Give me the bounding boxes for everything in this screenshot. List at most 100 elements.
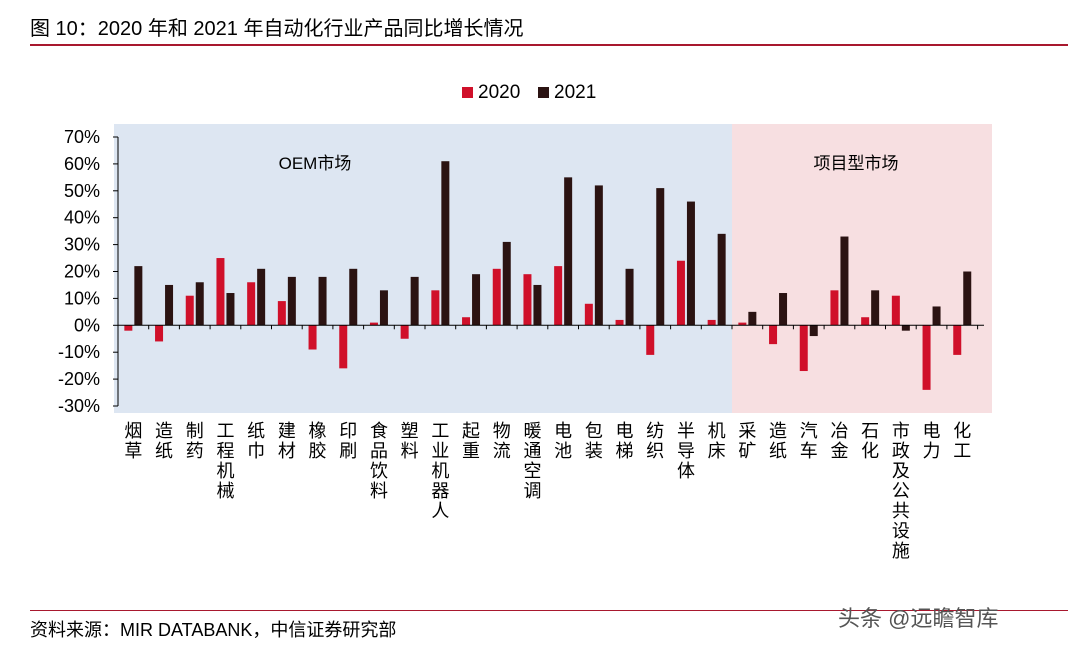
x-tick-label: 电力 [922, 421, 941, 461]
chart: OEM市场 项目型市场 70% 60% 50% 40% 30% 20% 10% 0% -10% -20… [58, 82, 992, 416]
bar-2020-纸巾 [247, 282, 256, 326]
bar-2020-机床 [707, 319, 716, 326]
bar-2020-电池 [554, 266, 563, 326]
source-note: 资料来源：MIR DATABANK，中信证券研究部 [30, 620, 397, 640]
y-tick-label: 40% [64, 208, 100, 228]
region-label: 项目型市场 [814, 154, 899, 173]
x-tick-label: 塑料 [400, 421, 419, 461]
x-tick-label: 机床 [707, 421, 726, 461]
x-tick-label: 纸巾 [247, 421, 266, 461]
bar-2021-石化 [871, 290, 880, 326]
bar-2020-汽车 [799, 325, 808, 372]
y-tick-label: 10% [64, 288, 100, 308]
bar-2021-暖通空调 [533, 284, 542, 326]
bar-2020-烟草 [124, 325, 133, 331]
x-tick-label: 制药 [185, 421, 204, 461]
x-tick-label: 工业机器人 [431, 421, 450, 521]
x-tick-label: 印刷 [339, 421, 358, 461]
bar-2021-采矿 [748, 311, 757, 326]
x-tick-label: 半导体 [676, 421, 695, 481]
bar-2021-化工 [963, 271, 972, 326]
bar-2020-建材 [277, 301, 286, 326]
bar-2020-纺织 [646, 325, 655, 355]
bar-2020-化工 [953, 325, 962, 355]
x-tick-label: 电梯 [615, 421, 634, 461]
x-tick-label: 建材 [277, 421, 296, 461]
x-tick-label: 暖通空调 [523, 421, 542, 501]
bar-2021-塑料 [410, 276, 419, 326]
bar-2020-电梯 [615, 319, 624, 326]
y-tick-label: -30% [58, 396, 100, 416]
bar-2020-造纸 [155, 325, 164, 342]
bar-2020-包装 [584, 303, 593, 326]
y-tick-label: 30% [64, 235, 100, 255]
bar-2020-造纸 [769, 325, 778, 345]
y-tick-label: 0% [74, 315, 100, 335]
bar-2021-纺织 [656, 188, 665, 326]
bar-2021-制药 [195, 282, 204, 326]
bar-2020-采矿 [738, 322, 747, 326]
bar-2021-工业机器人 [441, 161, 450, 326]
bar-2020-塑料 [400, 325, 409, 339]
x-tick-label: 工程机械 [216, 421, 235, 501]
bar-2020-工程机械 [216, 258, 225, 326]
bar-2021-起重 [472, 274, 481, 326]
bar-2021-汽车 [809, 325, 818, 337]
region-background [114, 124, 732, 413]
y-tick-label: -10% [58, 342, 100, 362]
bar-2020-印刷 [339, 325, 348, 369]
bar-2021-工程机械 [226, 293, 235, 326]
x-tick-label: 物流 [492, 421, 511, 461]
bar-2021-市政及公共设施 [901, 325, 910, 331]
y-tick-label: -20% [58, 369, 100, 389]
y-tick-label: 20% [64, 262, 100, 282]
bar-2020-橡胶 [308, 325, 317, 350]
bar-2021-机床 [717, 233, 726, 326]
bar-2020-市政及公共设施 [891, 295, 900, 326]
x-tick-label: 电池 [554, 421, 573, 461]
x-tick-label: 石化 [861, 421, 880, 461]
bar-2021-印刷 [349, 268, 358, 326]
x-tick-label: 包装 [584, 421, 603, 461]
bar-2020-电力 [922, 325, 931, 390]
bar-2021-电力 [932, 306, 941, 326]
bar-2020-物流 [492, 268, 501, 326]
title-rule [30, 44, 1068, 46]
bar-2021-电池 [564, 177, 573, 326]
x-tick-label: 市政及公共设施 [891, 421, 910, 561]
y-tick-label: 70% [64, 127, 100, 147]
bar-2020-起重 [462, 317, 471, 326]
bar-2020-半导体 [676, 260, 685, 326]
x-tick-label: 造纸 [155, 421, 174, 461]
legend-label-2021: 2021 [554, 82, 596, 103]
x-tick-label: 烟草 [124, 421, 143, 461]
bar-2021-冶金 [840, 236, 849, 326]
legend-swatch-2020 [462, 87, 473, 98]
x-tick-label: 纺织 [646, 421, 665, 461]
legend-label-2020: 2020 [478, 82, 520, 103]
bar-2020-暖通空调 [523, 274, 532, 326]
bar-2021-半导体 [686, 201, 695, 326]
x-tick-label: 橡胶 [308, 421, 327, 461]
y-tick-label: 50% [64, 181, 100, 201]
y-tick-label: 60% [64, 154, 100, 174]
bar-2021-食品饮料 [379, 290, 388, 326]
x-tick-label: 汽车 [799, 421, 818, 461]
watermark: 头条 @远瞻智库 [838, 606, 999, 631]
x-tick-label: 采矿 [738, 421, 757, 461]
bar-2021-烟草 [134, 266, 143, 326]
x-tick-label: 冶金 [830, 421, 849, 461]
legend-swatch-2021 [538, 87, 549, 98]
bar-2021-电梯 [625, 268, 634, 326]
source-rule [30, 610, 1068, 611]
bar-2020-食品饮料 [369, 322, 378, 326]
x-tick-label: 食品饮料 [369, 421, 388, 501]
figure-title: 图 10：2020 年和 2021 年自动化行业产品同比增长情况 [30, 18, 524, 40]
bar-2020-制药 [185, 295, 194, 326]
bar-2020-石化 [861, 317, 870, 326]
bar-2021-包装 [594, 185, 603, 326]
bar-2020-冶金 [830, 290, 839, 326]
bar-2021-造纸 [165, 284, 174, 326]
x-tick-label: 造纸 [769, 421, 788, 461]
bar-2021-纸巾 [257, 268, 266, 326]
